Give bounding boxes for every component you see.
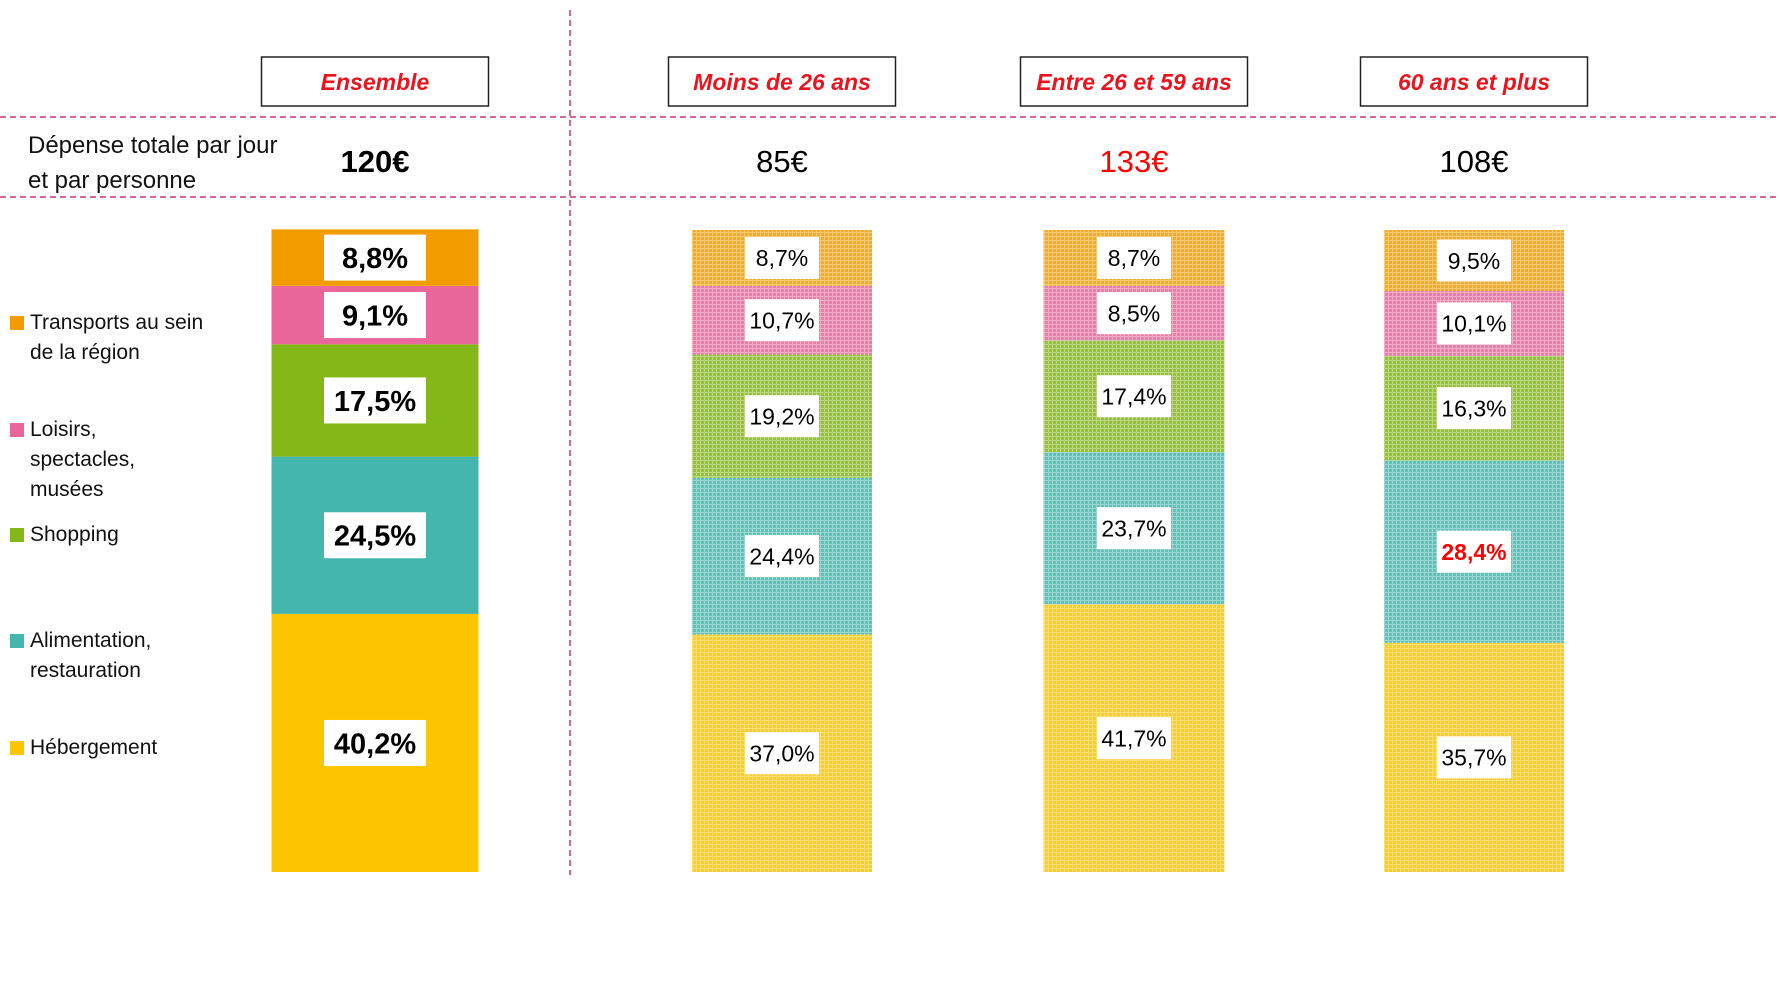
- data-label: 16,3%: [1441, 395, 1506, 421]
- category-box: [667, 56, 897, 107]
- data-label: 17,4%: [1101, 384, 1166, 410]
- data-label: 23,7%: [1101, 515, 1166, 541]
- data-label: 10,1%: [1441, 311, 1506, 337]
- label-box: [324, 512, 426, 559]
- label-box: [745, 299, 819, 342]
- data-label: 40,2%: [334, 728, 416, 760]
- legend-label: Transports au sein de la région: [30, 311, 204, 364]
- label-box: [1097, 292, 1171, 335]
- label-box: [1437, 239, 1511, 282]
- label-box: [1097, 717, 1171, 760]
- label-box: [324, 234, 426, 281]
- legend-swatch: [10, 741, 24, 755]
- data-label: 28,4%: [1441, 539, 1506, 565]
- legend-swatch: [10, 528, 24, 542]
- label-box: [1097, 236, 1171, 279]
- total-value: 108€: [1440, 144, 1509, 179]
- data-label: 19,2%: [749, 403, 814, 429]
- data-label: 9,1%: [342, 301, 408, 333]
- data-label: 41,7%: [1101, 725, 1166, 751]
- data-label: 8,8%: [342, 243, 408, 275]
- total-value: 133€: [1100, 144, 1169, 179]
- total-value: 85€: [756, 144, 808, 179]
- data-label: 10,7%: [749, 307, 814, 333]
- data-label: 8,7%: [1108, 245, 1160, 271]
- label-box: [324, 719, 426, 766]
- category-box: [260, 56, 490, 107]
- label-box: [324, 377, 426, 424]
- category-box: [1019, 56, 1249, 107]
- category-label: Moins de 26 ans: [693, 69, 871, 95]
- label-box: [745, 732, 819, 775]
- label-box: [1437, 530, 1511, 573]
- legend-swatch: [10, 634, 24, 648]
- label-box: [745, 236, 819, 279]
- category-label: Ensemble: [321, 69, 430, 95]
- totals-label: Dépense totale par jour et par personne: [28, 132, 278, 194]
- label-box: [1437, 736, 1511, 779]
- total-value: 120€: [341, 144, 410, 179]
- data-label: 17,5%: [334, 386, 416, 418]
- label-box: [1097, 375, 1171, 418]
- legend-label: Alimentation, restauration: [30, 629, 152, 682]
- category-label: 60 ans et plus: [1398, 69, 1550, 95]
- label-box: [745, 395, 819, 438]
- data-label: 8,5%: [1108, 300, 1160, 326]
- label-box: [1437, 302, 1511, 345]
- legend-label: Hébergement: [30, 736, 158, 759]
- data-label: 9,5%: [1448, 248, 1500, 274]
- legend-label: Loisirs, spectacles, musées: [30, 418, 136, 501]
- data-label: 37,0%: [749, 741, 814, 767]
- category-box: [1359, 56, 1589, 107]
- label-box: [745, 535, 819, 578]
- data-label: 8,7%: [756, 245, 808, 271]
- data-label: 24,5%: [334, 521, 416, 553]
- legend-label: Shopping: [30, 523, 119, 546]
- category-label: Entre 26 et 59 ans: [1036, 69, 1232, 95]
- legend-swatch: [10, 316, 24, 330]
- label-box: [324, 292, 426, 339]
- label-box: [1437, 387, 1511, 430]
- data-label: 35,7%: [1441, 745, 1506, 771]
- legend-swatch: [10, 423, 24, 437]
- data-label: 24,4%: [749, 543, 814, 569]
- label-box: [1097, 507, 1171, 550]
